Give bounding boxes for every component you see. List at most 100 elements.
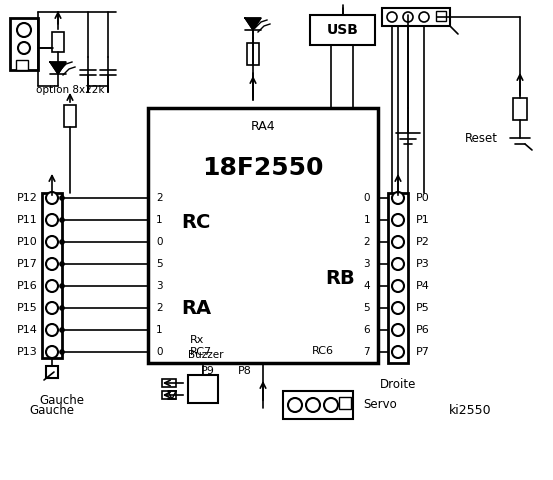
Bar [310, 15, 375, 45]
Bar [162, 379, 176, 387]
Bar [10, 18, 38, 70]
Circle shape [18, 42, 30, 54]
Circle shape [403, 12, 413, 22]
Polygon shape [245, 18, 261, 30]
Text: P2: P2 [416, 237, 430, 247]
Text: 2: 2 [363, 237, 370, 247]
Text: P11: P11 [17, 215, 38, 225]
Circle shape [60, 328, 64, 332]
Bar [188, 375, 218, 403]
Text: P6: P6 [416, 325, 430, 335]
Bar [283, 391, 353, 419]
Text: P5: P5 [416, 303, 430, 313]
Bar [52, 32, 64, 52]
Text: P14: P14 [17, 325, 38, 335]
Text: 0: 0 [363, 193, 370, 203]
Circle shape [46, 236, 58, 248]
Text: P3: P3 [416, 259, 430, 269]
Bar [162, 391, 176, 399]
Circle shape [324, 398, 338, 412]
Text: 0: 0 [156, 347, 163, 357]
Text: 3: 3 [156, 281, 163, 291]
Bar [436, 11, 446, 21]
Circle shape [419, 12, 429, 22]
Circle shape [392, 236, 404, 248]
Text: 5: 5 [156, 259, 163, 269]
Circle shape [60, 240, 64, 244]
Bar [42, 193, 62, 358]
Circle shape [46, 324, 58, 336]
Text: 4: 4 [363, 281, 370, 291]
Text: P9: P9 [201, 366, 215, 376]
Polygon shape [50, 62, 66, 74]
Circle shape [46, 280, 58, 292]
Text: RB: RB [325, 268, 355, 288]
Circle shape [392, 280, 404, 292]
Text: 7: 7 [363, 347, 370, 357]
Polygon shape [168, 391, 176, 399]
Circle shape [392, 192, 404, 204]
Text: 3: 3 [363, 259, 370, 269]
Circle shape [387, 12, 397, 22]
Circle shape [60, 262, 64, 266]
Bar [64, 105, 76, 127]
Text: USB: USB [327, 23, 358, 37]
Text: Gauche: Gauche [29, 405, 75, 418]
Text: option 8x22k: option 8x22k [36, 85, 105, 95]
Circle shape [46, 258, 58, 270]
Circle shape [392, 324, 404, 336]
Text: Buzzer: Buzzer [188, 350, 224, 360]
Bar [382, 8, 450, 26]
Bar [339, 397, 351, 409]
Text: P15: P15 [17, 303, 38, 313]
Circle shape [392, 346, 404, 358]
Text: P4: P4 [416, 281, 430, 291]
Text: RC6: RC6 [312, 346, 334, 356]
Text: P12: P12 [17, 193, 38, 203]
Circle shape [46, 346, 58, 358]
Text: Gauche: Gauche [39, 394, 85, 407]
Text: P1: P1 [416, 215, 430, 225]
Circle shape [392, 214, 404, 226]
Bar [247, 43, 259, 65]
Bar [16, 60, 28, 70]
Circle shape [60, 218, 64, 222]
Bar [388, 193, 408, 363]
Text: P7: P7 [416, 347, 430, 357]
Text: 1: 1 [156, 215, 163, 225]
Text: Rx: Rx [190, 335, 205, 345]
Text: Servo: Servo [363, 398, 397, 411]
Text: RA: RA [181, 299, 211, 317]
Circle shape [288, 398, 302, 412]
Text: Droite: Droite [380, 379, 416, 392]
Text: ki2550: ki2550 [448, 405, 491, 418]
Circle shape [306, 398, 320, 412]
Text: P17: P17 [17, 259, 38, 269]
Circle shape [60, 350, 64, 354]
Text: Reset: Reset [465, 132, 498, 144]
Text: P0: P0 [416, 193, 430, 203]
Text: 2: 2 [156, 193, 163, 203]
Text: P13: P13 [17, 347, 38, 357]
Text: 1: 1 [363, 215, 370, 225]
Text: P10: P10 [17, 237, 38, 247]
Circle shape [46, 214, 58, 226]
Text: 2: 2 [156, 303, 163, 313]
Circle shape [46, 192, 58, 204]
Bar [513, 98, 527, 120]
Bar [148, 108, 378, 363]
Text: 5: 5 [363, 303, 370, 313]
Circle shape [17, 23, 31, 37]
Text: P8: P8 [238, 366, 252, 376]
Text: P16: P16 [17, 281, 38, 291]
Text: 18F2550: 18F2550 [202, 156, 324, 180]
Text: RC: RC [181, 214, 211, 232]
Bar [46, 366, 58, 378]
Circle shape [60, 306, 64, 310]
Text: RA4: RA4 [251, 120, 275, 132]
Text: 1: 1 [156, 325, 163, 335]
Circle shape [60, 284, 64, 288]
Circle shape [60, 196, 64, 200]
Text: 0: 0 [156, 237, 163, 247]
Text: 6: 6 [363, 325, 370, 335]
